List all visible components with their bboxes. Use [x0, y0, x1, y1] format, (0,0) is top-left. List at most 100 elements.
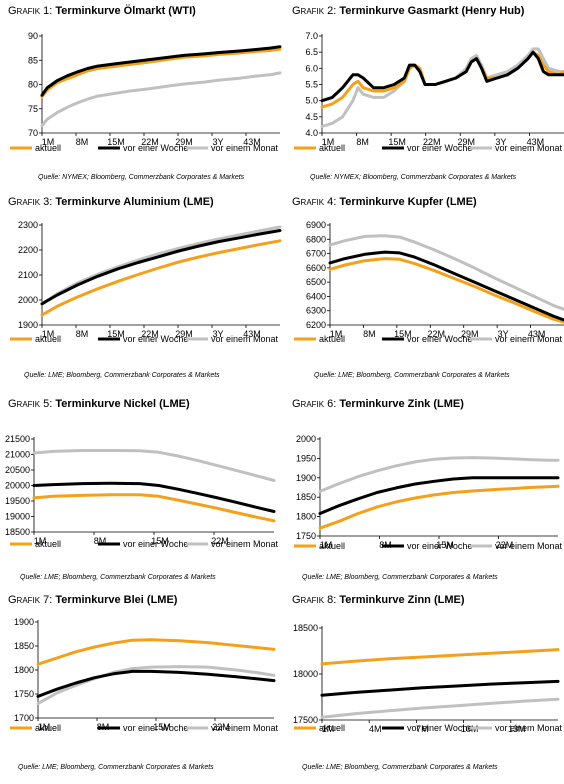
- y-tick-label: 80: [28, 80, 38, 90]
- x-tick-label: 8M: [363, 329, 376, 339]
- x-tick-label: 15M: [436, 540, 454, 550]
- y-tick-label: 18500: [5, 527, 30, 537]
- chart-title-text: Terminkurve Ölmarkt (WTI): [55, 5, 196, 17]
- y-tick-label: 1750: [296, 531, 316, 541]
- legend-label: vor einer Woche: [407, 334, 472, 344]
- series-line-aktuell: [320, 648, 560, 666]
- y-tick-label: 21000: [5, 450, 30, 460]
- chart-title: Grafik 5: Terminkurve Nickel (LME): [8, 398, 190, 410]
- chart-number-label: Grafik 4:: [292, 196, 340, 208]
- legend-label: vor einem Monat: [211, 723, 279, 733]
- line-chart: 70 75 80 85 90 1M 8M 15M 22M 29M 3Y 43M aktuell vor e…: [10, 31, 282, 153]
- series-line-aktuell: [318, 484, 560, 530]
- chart-title-text: Terminkurve Zink (LME): [339, 398, 464, 410]
- series-line-vor-einer-Woche: [320, 50, 564, 103]
- chart-panel-5: Grafik 5: Terminkurve Nickel (LME) 18500 1…: [5, 398, 280, 588]
- x-tick-label: 8M: [356, 137, 369, 147]
- y-tick-label: 1800: [14, 665, 34, 675]
- line-chart: 1900 2000 2100 2200 2300 1M 8M 15M 22M 29M 3Y 43M ak…: [10, 220, 282, 344]
- x-tick-label: 22M: [212, 722, 230, 732]
- legend-label: vor einem Monat: [211, 143, 279, 153]
- x-tick-label: 22M: [423, 137, 441, 147]
- chart-panel-8: Grafik 8: Terminkurve Zinn (LME) 17500 180…: [292, 594, 564, 784]
- legend-label: vor einem Monat: [495, 334, 563, 344]
- y-tick-label: 1800: [296, 512, 316, 522]
- x-tick-label: 22M: [141, 137, 159, 147]
- legend-label: vor einem Monat: [495, 541, 563, 551]
- chart-number-label: Grafik 2:: [292, 5, 340, 17]
- series-line-vor-einem-Monat: [40, 225, 282, 306]
- y-tick-label: 6200: [306, 320, 326, 330]
- y-tick-label: 19500: [5, 496, 30, 506]
- y-tick-label: 1900: [296, 473, 316, 483]
- x-tick-label: 1M: [38, 722, 51, 732]
- chart-title: Grafik 6: Terminkurve Zink (LME): [292, 398, 464, 410]
- y-tick-label: 19000: [5, 512, 30, 522]
- y-tick-label: 21500: [5, 434, 30, 444]
- y-tick-label: 2000: [296, 434, 316, 444]
- series-line-vor-einem-Monat: [328, 234, 564, 311]
- x-tick-label: 1M: [320, 540, 333, 550]
- y-tick-label: 20500: [5, 465, 30, 475]
- source-note: Quelle: NYMEX; Bloomberg, Commerzbank Co…: [310, 174, 517, 181]
- x-tick-label: 29M: [458, 137, 476, 147]
- series-line-vor-einer-Woche: [328, 250, 564, 322]
- chart-title: Grafik 2: Terminkurve Gasmarkt (Henry Hu…: [292, 5, 524, 17]
- chart-title: Grafik 7: Terminkurve Blei (LME): [8, 594, 177, 606]
- y-tick-label: 7.0: [305, 31, 318, 41]
- series-line-vor-einem-Monat: [32, 449, 276, 482]
- y-tick-label: 2100: [18, 270, 38, 280]
- legend-label: vor einer Woche: [123, 334, 188, 344]
- series-line-vor-einem-Monat: [40, 71, 282, 128]
- y-tick-label: 6.5: [305, 47, 318, 57]
- x-tick-label: 15M: [153, 722, 171, 732]
- series-line-aktuell: [32, 493, 276, 523]
- chart-panel-3: Grafik 3: Terminkurve Aluminium (LME) 190…: [8, 196, 282, 386]
- legend-label: vor einer Woche: [407, 723, 472, 733]
- source-note: Quelle: LME; Bloomberg, Commerzbank Corp…: [302, 764, 498, 771]
- y-tick-label: 18500: [293, 623, 318, 633]
- series-line-vor-einem-Monat: [320, 697, 560, 719]
- series-line-vor-einer-Woche: [320, 679, 560, 697]
- legend-label: aktuell: [35, 143, 61, 153]
- series-line-vor-einer-Woche: [40, 45, 282, 97]
- y-tick-label: 5.5: [305, 80, 318, 90]
- x-tick-label: 43M: [243, 329, 261, 339]
- legend-label: aktuell: [319, 723, 345, 733]
- line-chart: 17500 18000 18500 1M 4M 7M 10M 13M aktuell vor ei…: [293, 623, 563, 734]
- series-line-vor-einer-Woche: [32, 481, 276, 513]
- y-tick-label: 1750: [14, 689, 34, 699]
- x-tick-label: 15M: [151, 536, 169, 546]
- x-tick-label: 15M: [394, 329, 412, 339]
- chart-title-text: Terminkurve Aluminium (LME): [55, 196, 214, 208]
- x-tick-label: 22M: [211, 536, 229, 546]
- y-tick-label: 1900: [18, 320, 38, 330]
- legend-label: aktuell: [35, 539, 61, 549]
- x-tick-label: 22M: [428, 329, 446, 339]
- x-tick-label: 22M: [141, 329, 159, 339]
- x-tick-label: 13M: [508, 724, 526, 734]
- chart-panel-7: Grafik 7: Terminkurve Blei (LME) 1700 1750…: [8, 594, 280, 784]
- y-tick-label: 6800: [306, 234, 326, 244]
- x-tick-label: 1M: [330, 329, 343, 339]
- x-tick-label: 1M: [42, 329, 55, 339]
- chart-number-label: Grafik 6:: [292, 398, 340, 410]
- chart-title: Grafik 4: Terminkurve Kupfer (LME): [292, 196, 477, 208]
- chart-number-label: Grafik 1:: [8, 5, 56, 17]
- x-tick-label: 43M: [243, 137, 261, 147]
- legend-label: vor einem Monat: [211, 334, 279, 344]
- y-tick-label: 1900: [14, 617, 34, 627]
- y-tick-label: 2300: [18, 220, 38, 230]
- series-line-vor-einer-Woche: [36, 669, 276, 698]
- x-tick-label: 7M: [416, 724, 429, 734]
- line-chart: 4.0 4.5 5.0 5.5 6.0 6.5 7.0 1M 8M 15M 22M 29M 3Y 43M a…: [294, 31, 564, 153]
- source-note: Quelle: NYMEX; Bloomberg, Commerzbank Co…: [38, 174, 245, 181]
- series-line-aktuell: [40, 47, 282, 99]
- source-note: Quelle: LME; Bloomberg, Commerzbank Corp…: [24, 372, 220, 379]
- x-tick-label: 4M: [369, 724, 382, 734]
- y-tick-label: 20000: [5, 481, 30, 491]
- x-tick-label: 3Y: [212, 329, 223, 339]
- y-tick-label: 85: [28, 55, 38, 65]
- legend-label: vor einem Monat: [495, 723, 563, 733]
- legend-label: vor einer Woche: [123, 143, 188, 153]
